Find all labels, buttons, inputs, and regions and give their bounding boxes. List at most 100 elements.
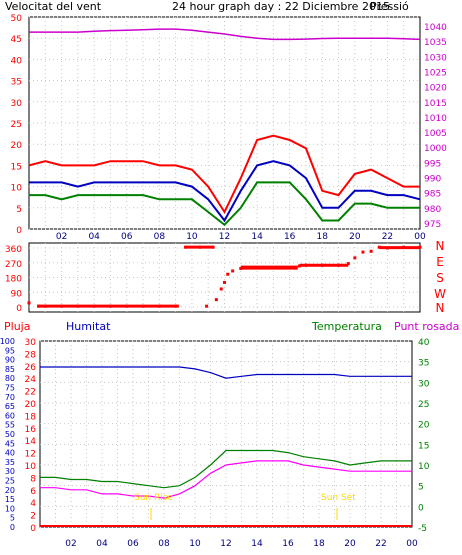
wind-series-line [29, 160, 421, 223]
sunset-label: Sun Set [321, 493, 356, 503]
temperature-y-tick: 5 [418, 483, 424, 493]
humidity-y-tick: 0 [10, 523, 15, 532]
temperature-x-tick: 14 [251, 539, 263, 549]
temperature-x-tick: 06 [127, 539, 139, 549]
wind-series-line [29, 181, 420, 227]
humidity-y-tick: 25 [5, 477, 15, 486]
wind-x-tick: 06 [121, 232, 133, 242]
temperature-series-line [40, 460, 412, 499]
rain-y-tick: 6 [30, 487, 36, 497]
temperature-x-tick: 04 [96, 539, 108, 549]
wind-y-tick: 25 [11, 120, 22, 130]
humidity-y-tick: 5 [10, 514, 15, 523]
pressure-y-tick: 1015 [424, 99, 447, 109]
pressure-y-tick: 990 [424, 175, 441, 185]
temperature-y-tick: -5 [418, 524, 427, 534]
pressure-y-tick: 1010 [424, 114, 447, 124]
humidity-y-tick: 15 [5, 495, 15, 504]
pressure-label: Pressió [370, 0, 409, 13]
direction-point [214, 298, 218, 302]
wind-y-tick: 15 [11, 162, 22, 172]
wind-grid [29, 16, 420, 230]
humidity-y-tick: 95 [5, 346, 15, 355]
wind-y-ticks: 0 5 10 15 20 25 30 35 40 45 50 [11, 14, 23, 236]
rain-y-tick: 18 [25, 412, 37, 422]
temperature-y-tick: 25 [418, 400, 429, 410]
humidity-y-tick: 30 [5, 467, 15, 476]
pressure-y-tick: 995 [424, 159, 441, 169]
temperature-x-tick: 12 [220, 539, 231, 549]
sunrise-label: Sun Rise [134, 493, 173, 503]
rain-y-tick: 28 [25, 350, 37, 360]
wind-x-tick: 20 [349, 232, 361, 242]
temperature-series [40, 366, 412, 527]
direction-point [361, 250, 365, 254]
humidity-y-tick: 70 [5, 393, 15, 402]
rain-label: Pluja [4, 320, 30, 333]
rain-y-tick: 20 [25, 400, 37, 410]
wind-y-tick: 50 [11, 14, 23, 24]
wind-y-tick: 20 [11, 141, 23, 151]
wind-label: Velocitat del vent [5, 0, 102, 13]
rain-y-tick: 12 [25, 450, 36, 460]
compass-tick: E [436, 255, 444, 269]
wind-y-tick: 0 [16, 226, 22, 236]
temperature-panel: 0510152025303540455055606570758085909510… [0, 337, 430, 549]
humidity-y-tick: 20 [5, 486, 15, 495]
humidity-y-tick: 90 [5, 356, 15, 365]
temperature-x-ticks: 02 04 06 08 10 12 14 16 18 20 22 00 [65, 539, 418, 549]
compass-tick: S [436, 271, 444, 285]
direction-y-tick: 0 [16, 304, 22, 314]
temperature-y-tick: 30 [418, 379, 430, 389]
direction-y-tick: 270 [5, 260, 22, 270]
temperature-x-tick: 02 [65, 539, 76, 549]
wind-x-tick: 14 [251, 232, 263, 242]
chart-title: 24 hour graph day : 22 Diciembre 2015 [172, 0, 390, 13]
rain-y-tick: 10 [25, 462, 37, 472]
pressure-y-tick: 1025 [424, 69, 447, 79]
temperature-series-line [40, 366, 412, 379]
direction-point [231, 269, 235, 273]
wind-y-tick: 10 [11, 184, 23, 194]
dewpoint-label: Punt rosada [394, 320, 459, 333]
pressure-y-tick: 975 [424, 220, 441, 230]
temperature-y-tick: 15 [418, 441, 429, 451]
wind-y-tick: 35 [11, 78, 22, 88]
direction-point [205, 304, 209, 308]
compass-tick: N [436, 239, 445, 253]
wind-x-tick: 10 [186, 232, 198, 242]
pressure-y-tick: 1000 [424, 144, 447, 154]
direction-points [27, 245, 422, 308]
temperature-x-tick: 10 [189, 539, 201, 549]
humidity-y-ticks: 0510152025303540455055606570758085909510… [0, 337, 15, 532]
temperature-x-tick: 08 [158, 539, 170, 549]
wind-y-tick: 5 [16, 205, 22, 215]
humidity-y-tick: 45 [5, 439, 15, 448]
wind-y-tick: 30 [11, 99, 23, 109]
wind-x-ticks: 02 04 06 08 10 12 14 16 18 20 22 00 [56, 232, 426, 242]
wind-y-tick: 45 [11, 35, 22, 45]
compass-tick: N [436, 301, 445, 315]
rain-y-tick: 8 [30, 474, 36, 484]
humidity-y-tick: 100 [0, 337, 15, 346]
rain-y-tick: 24 [25, 375, 37, 385]
temperature-label: Temperatura [311, 320, 382, 333]
humidity-y-tick: 10 [5, 504, 15, 513]
wind-x-tick: 04 [88, 232, 100, 242]
temperature-x-tick: 00 [406, 539, 418, 549]
direction-y-tick: 360 [5, 245, 22, 255]
temperature-y-tick: 0 [418, 503, 424, 513]
rain-y-tick: 26 [25, 363, 37, 373]
wind-series-line [29, 28, 421, 41]
wind-y-tick: 40 [11, 56, 23, 66]
pressure-y-tick: 1030 [424, 53, 447, 63]
wind-x-tick: 18 [317, 232, 329, 242]
direction-y-tick: 180 [5, 275, 22, 285]
direction-point [369, 249, 373, 253]
humidity-y-tick: 50 [5, 430, 15, 439]
